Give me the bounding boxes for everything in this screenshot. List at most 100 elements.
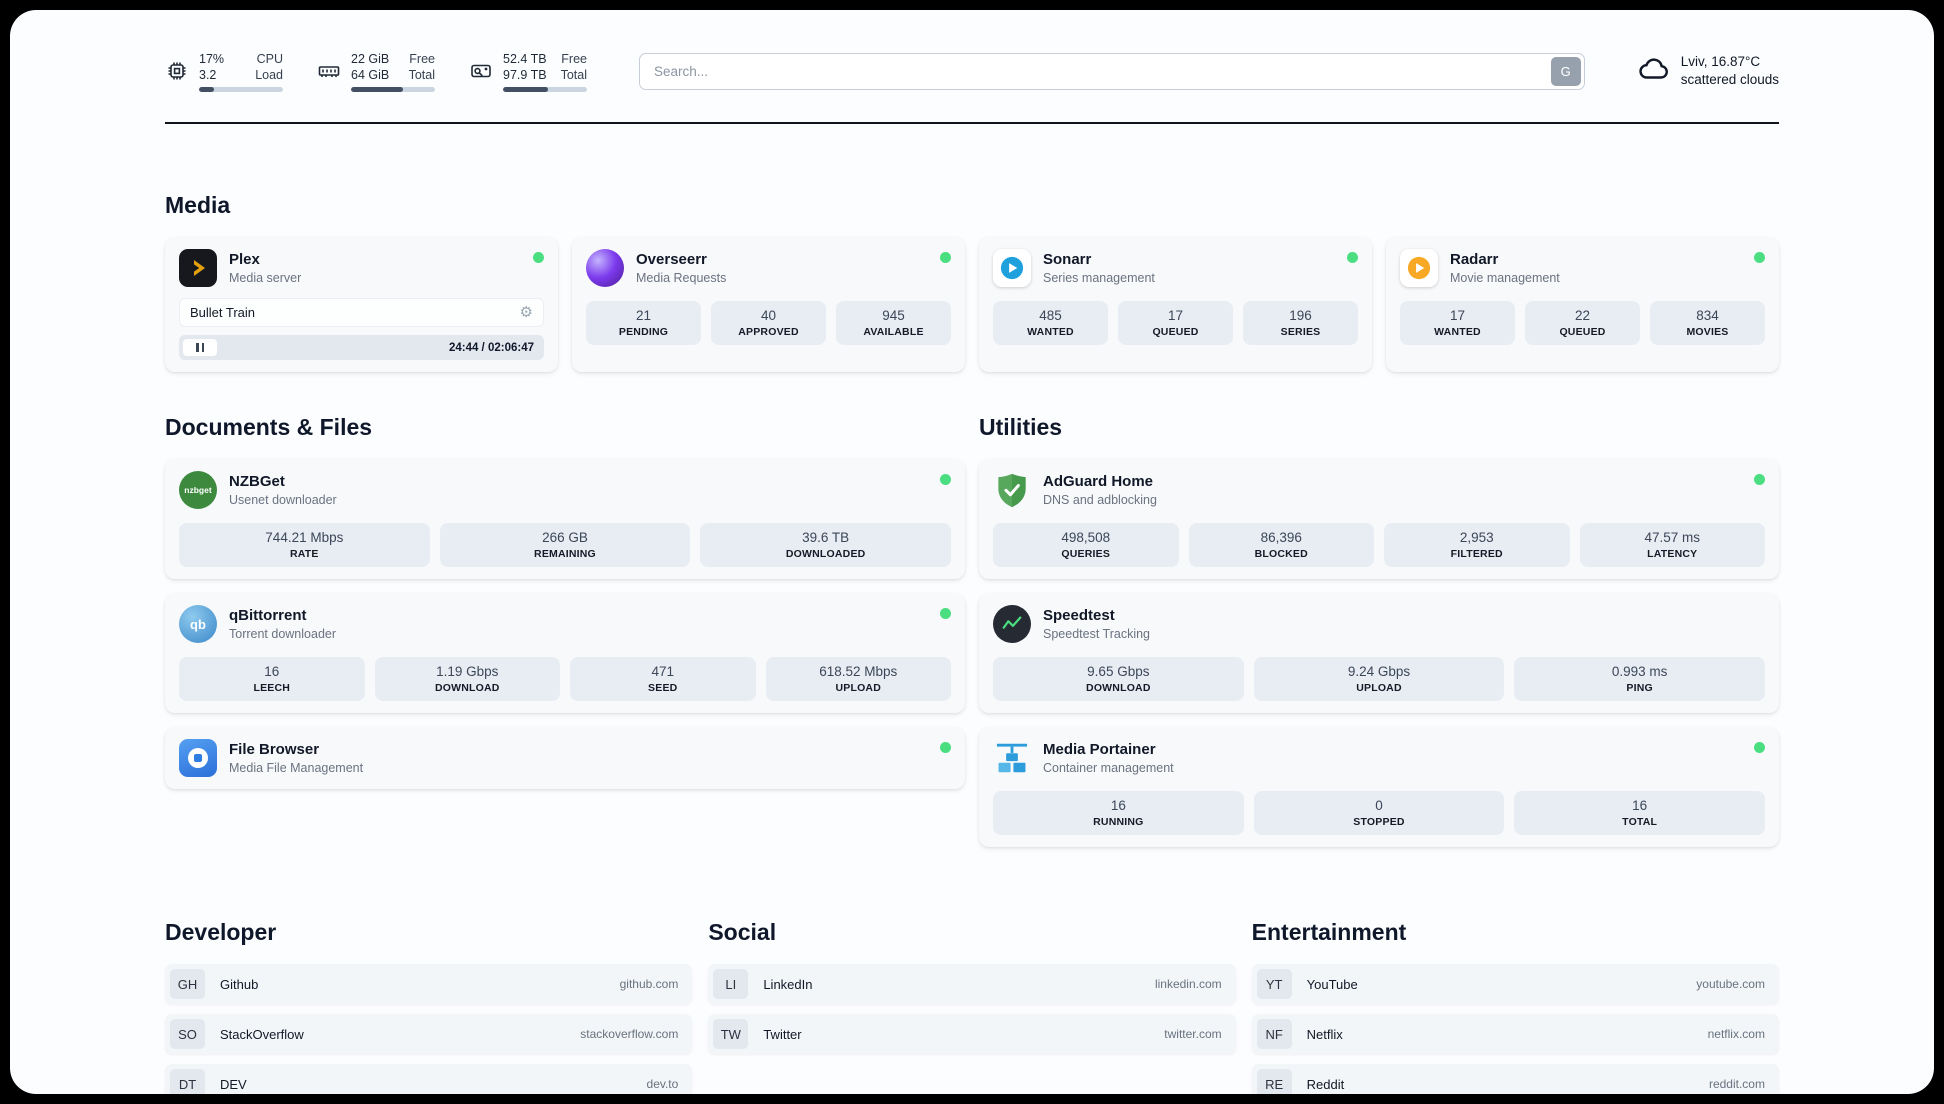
status-dot: [940, 474, 951, 485]
dashboard-page: 17% CPU 3.2 Load 22 GiB Free 64 GiB Total: [10, 10, 1934, 1094]
service-card-plex[interactable]: Plex Media server Bullet Train ⚙ 24:44 /…: [165, 237, 558, 372]
service-name: Overseerr: [636, 251, 707, 268]
status-dot: [940, 608, 951, 619]
stat-queued: 17 QUEUED: [1118, 301, 1233, 345]
overseerr-icon: [586, 249, 624, 287]
stat-pending: 21 PENDING: [586, 301, 701, 345]
stat-total: 16 TOTAL: [1514, 791, 1765, 835]
bookmark-abbr: NF: [1256, 1019, 1292, 1049]
service-card-radarr[interactable]: Radarr Movie management 17 WANTED 22 QUEUE…: [1386, 237, 1779, 372]
service-card-speedtest[interactable]: Speedtest Speedtest Tracking 9.65 Gbps DO…: [979, 593, 1779, 713]
search-bar: G: [639, 52, 1585, 90]
bookmark-dev[interactable]: DT DEV dev.to: [165, 1064, 693, 1094]
stat-queued: 22 QUEUED: [1525, 301, 1640, 345]
service-subtitle: Speedtest Tracking: [1043, 627, 1151, 641]
bookmark-youtube[interactable]: YT YouTube youtube.com: [1251, 964, 1779, 1004]
weather-location: Lviv, 16.87°C: [1680, 54, 1761, 69]
cloud-icon: [1637, 52, 1671, 91]
section-documents: Documents & Files nzbget NZBGet Usenet d…: [165, 414, 965, 789]
social-section-title: Social: [708, 919, 777, 945]
memory-free: 22 GiB: [351, 51, 390, 66]
now-playing-title: Bullet Train: [190, 305, 256, 320]
service-subtitle: Media File Management: [229, 761, 364, 775]
bookmark-url: reddit.com: [1708, 1077, 1765, 1091]
search-input[interactable]: [639, 52, 1585, 90]
bookmark-abbr: LI: [713, 969, 749, 999]
playback-progress-bar[interactable]: 24:44 / 02:06:47: [179, 335, 544, 360]
speedtest-icon: [993, 605, 1031, 643]
service-card-overseerr[interactable]: Overseerr Media Requests 21 PENDING 40 APP…: [572, 237, 965, 372]
topbar: 17% CPU 3.2 Load 22 GiB Free 64 GiB Total: [165, 40, 1779, 102]
service-subtitle: Series management: [1043, 271, 1155, 285]
service-card-nzbget[interactable]: nzbget NZBGet Usenet downloader 744.21 M…: [165, 459, 965, 579]
nzbget-icon: nzbget: [179, 471, 217, 509]
disk-free: 52.4 TB: [503, 51, 547, 66]
service-name: Sonarr: [1043, 251, 1092, 268]
stat-downloaded: 39.6 TB DOWNLOADED: [700, 523, 951, 567]
service-subtitle: Movie management: [1450, 271, 1560, 285]
bookmark-netflix[interactable]: NF Netflix netflix.com: [1251, 1014, 1779, 1054]
bookmark-name: Netflix: [1306, 1026, 1343, 1042]
cpu-load-label: Load: [255, 67, 283, 82]
weather-condition: scattered clouds: [1680, 72, 1779, 87]
service-subtitle: Torrent downloader: [229, 627, 337, 641]
service-subtitle: Usenet downloader: [229, 493, 337, 507]
memory-icon: [317, 59, 341, 83]
developer-section-title: Developer: [165, 919, 277, 945]
status-dot: [1754, 474, 1765, 485]
bookmark-url: youtube.com: [1696, 977, 1765, 991]
playback-time: 24:44 / 02:06:47: [448, 341, 534, 354]
cpu-widget: 17% CPU 3.2 Load: [165, 51, 283, 92]
bookmark-linkedin[interactable]: LI LinkedIn linkedin.com: [708, 964, 1236, 1004]
disk-progress-bar: [503, 86, 587, 92]
bookmark-name: YouTube: [1306, 976, 1358, 992]
qbittorrent-icon: qb: [179, 605, 217, 643]
disk-total-label: Total: [560, 67, 587, 82]
status-dot: [533, 252, 544, 263]
service-card-filebrowser[interactable]: File Browser Media File Management: [165, 727, 965, 789]
stat-stopped: 0 STOPPED: [1253, 791, 1505, 835]
stat-rate: 744.21 Mbps RATE: [179, 523, 430, 567]
disk-progress-fill: [503, 86, 548, 92]
status-dot: [1754, 742, 1765, 753]
section-media: Media Plex Media server Bullet Train ⚙: [165, 192, 1779, 372]
service-card-adguard[interactable]: AdGuard Home DNS and adblocking 498,508 Q…: [979, 459, 1779, 579]
memory-total: 64 GiB: [351, 67, 390, 82]
memory-progress-bar: [351, 86, 435, 92]
bookmark-twitter[interactable]: TW Twitter twitter.com: [708, 1014, 1236, 1054]
bookmark-abbr: SO: [170, 1019, 205, 1049]
search-engine-button[interactable]: G: [1550, 56, 1581, 86]
bookmark-reddit[interactable]: RE Reddit reddit.com: [1251, 1064, 1779, 1094]
stat-filtered: 2,953 FILTERED: [1384, 523, 1570, 567]
bookmark-url: stackoverflow.com: [580, 1027, 679, 1041]
filebrowser-icon: [179, 739, 217, 777]
entertainment-section-title: Entertainment: [1251, 919, 1407, 945]
service-name: AdGuard Home: [1043, 473, 1154, 490]
bookmark-name: Twitter: [763, 1026, 802, 1042]
cpu-progress-fill: [199, 86, 215, 92]
stat-approved: 40 APPROVED: [711, 301, 826, 345]
pause-icon[interactable]: [183, 339, 217, 356]
service-card-portainer[interactable]: Media Portainer Container management 16 R…: [979, 727, 1779, 847]
service-subtitle: Media server: [229, 271, 302, 285]
service-name: qBittorrent: [229, 607, 307, 624]
cpu-label: CPU: [256, 51, 283, 66]
service-card-sonarr[interactable]: Sonarr Series management 485 WANTED 17 QUE…: [979, 237, 1372, 372]
service-subtitle: DNS and adblocking: [1043, 493, 1157, 507]
service-name: Radarr: [1450, 251, 1499, 268]
bookmark-github[interactable]: GH Github github.com: [165, 964, 693, 1004]
weather-widget: Lviv, 16.87°C scattered clouds: [1637, 52, 1779, 91]
section-entertainment: Entertainment YT YouTube youtube.com NF …: [1251, 919, 1779, 1094]
stat-upload: 9.24 Gbps UPLOAD: [1253, 657, 1505, 701]
service-card-qbittorrent[interactable]: qb qBittorrent Torrent downloader 16 LEEC…: [165, 593, 965, 713]
stat-blocked: 86,396 BLOCKED: [1188, 523, 1374, 567]
section-social: Social LI LinkedIn linkedin.com TW Twitt…: [708, 919, 1236, 1094]
utilities-section-title: Utilities: [979, 414, 1063, 440]
bookmark-stackoverflow[interactable]: SO StackOverflow stackoverflow.com: [165, 1014, 693, 1054]
service-name: Plex: [229, 251, 260, 268]
gear-icon[interactable]: ⚙: [519, 303, 533, 321]
bookmark-url: twitter.com: [1164, 1027, 1222, 1041]
memory-widget: 22 GiB Free 64 GiB Total: [317, 51, 435, 92]
bookmark-url: netflix.com: [1707, 1027, 1765, 1041]
cpu-load: 3.2: [199, 67, 217, 82]
